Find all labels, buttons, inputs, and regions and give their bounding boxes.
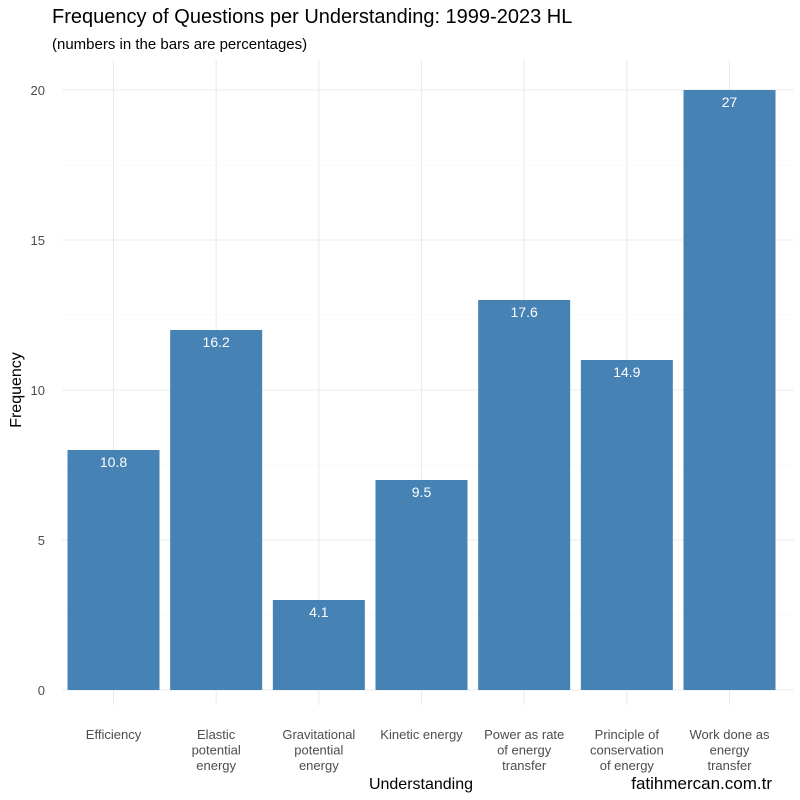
y-axis-title: Frequency (8, 352, 25, 428)
bar (580, 360, 673, 690)
x-tick-label: Efficiency (86, 727, 142, 742)
bar (375, 480, 468, 690)
y-tick-label: 5 (38, 533, 45, 548)
x-axis-title: Understanding (369, 776, 473, 793)
bar-value-label: 17.6 (511, 304, 538, 320)
bar (272, 600, 365, 690)
site-credit: fatihmercan.com.tr (631, 774, 772, 793)
bar-labels: 10.8 16.2 4.1 9.5 17.6 14.9 27 (100, 94, 738, 620)
bar-value-label: 27 (722, 94, 738, 110)
x-tick-label: Work done as energy transfer (690, 727, 770, 773)
bar-value-label: 10.8 (100, 454, 127, 470)
bar-value-label: 16.2 (203, 334, 230, 350)
bar-value-label: 9.5 (412, 484, 432, 500)
x-tick-label: Principle of conservation of energy (590, 727, 664, 773)
x-axis-ticks: Efficiency Elastic potential energy Gravitat… (86, 727, 770, 773)
bar (478, 300, 571, 690)
x-tick-label: Kinetic energy (380, 727, 463, 742)
y-tick-label: 0 (38, 683, 45, 698)
chart-subtitle: (numbers in the bars are percentages) (52, 36, 307, 53)
x-tick-label: Elastic potential energy (192, 727, 241, 773)
bar-value-label: 14.9 (613, 364, 640, 380)
bars (67, 90, 776, 690)
bar (683, 90, 776, 690)
y-tick-label: 20 (31, 83, 45, 98)
x-tick-label: Gravitational potential energy (282, 727, 355, 773)
y-tick-label: 15 (31, 233, 45, 248)
bar (170, 330, 263, 690)
x-tick-label: Power as rate of energy transfer (484, 727, 564, 773)
bar (67, 450, 160, 690)
y-tick-label: 10 (31, 383, 45, 398)
bar-value-label: 4.1 (309, 604, 329, 620)
y-axis-ticks: 0 5 10 15 20 (31, 83, 45, 698)
chart-title: Frequency of Questions per Understanding… (52, 6, 572, 28)
